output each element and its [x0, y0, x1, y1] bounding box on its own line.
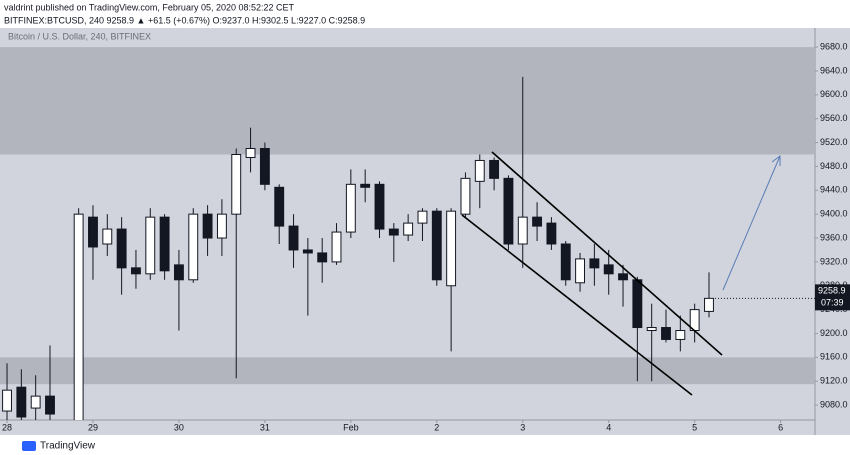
candle-body: [331, 231, 342, 263]
candle-body: [546, 222, 557, 245]
channel-line: [461, 214, 693, 396]
arrow: [722, 155, 781, 291]
candle-body: [259, 148, 270, 185]
candle-body: [532, 216, 543, 227]
candle-body: [446, 210, 457, 287]
candle-body: [589, 258, 600, 269]
x-tick-label: 4: [606, 422, 611, 432]
candle-body: [159, 216, 170, 272]
x-tick-label: 31: [260, 422, 270, 432]
y-tick-label: 9400.0: [820, 209, 848, 219]
zone: [0, 357, 815, 385]
y-tick-label: 9320.0: [820, 256, 848, 266]
y-tick-label: 9440.0: [820, 185, 848, 195]
y-tick-label: 9120.0: [820, 376, 848, 386]
candle-body: [575, 258, 585, 284]
y-tick-label: 9080.0: [820, 399, 848, 409]
candle-body: [403, 222, 414, 236]
symbol-legend: BITFINEX:BTCUSD, 240 9258.9 ▲ +61.5 (+0.…: [4, 15, 365, 25]
plot: [0, 47, 815, 420]
candle-body: [603, 264, 614, 275]
x-tick-label: 3: [520, 422, 525, 432]
candle-body: [274, 186, 285, 227]
byline: valdrint published on TradingView.com, F…: [4, 2, 295, 12]
candle-body: [345, 183, 356, 233]
y-tick-label: 9560.0: [820, 113, 848, 123]
y-tick-label: 9160.0: [820, 352, 848, 362]
candle-body: [88, 216, 98, 248]
candle-body: [675, 330, 686, 340]
candle-body: [202, 213, 213, 239]
x-tick-label: 28: [2, 422, 12, 432]
candle-body: [632, 279, 643, 329]
y-tick-label: 9200.0: [820, 328, 848, 338]
candle-body: [489, 159, 500, 179]
x-tick-label: 30: [174, 422, 184, 432]
y-tick-label: 9640.0: [820, 65, 848, 75]
candle-body: [460, 177, 471, 215]
price-axis: [815, 28, 850, 435]
y-tick-label: 9360.0: [820, 232, 848, 242]
candle-body: [16, 386, 27, 418]
x-tick-label: 6: [778, 422, 783, 432]
x-tick-label: 2: [434, 422, 439, 432]
candle-body: [116, 228, 127, 269]
candle-body: [2, 389, 12, 412]
candle-body: [474, 159, 485, 182]
channel-line: [491, 151, 723, 356]
watermark: Bitcoin / U.S. Dollar, 240, BITFINEX: [8, 31, 151, 41]
candle-body: [102, 228, 113, 245]
candle-body: [388, 228, 399, 236]
candle-body: [646, 327, 657, 332]
arrow-head: [771, 155, 781, 166]
candle-body: [417, 210, 428, 224]
candle-body: [431, 210, 442, 281]
x-tick-label: 29: [88, 422, 98, 432]
candle-body: [231, 153, 242, 215]
candle-body: [188, 213, 199, 281]
x-tick-label: Feb: [343, 422, 359, 432]
candle-body: [704, 297, 714, 312]
y-tick-label: 9680.0: [820, 41, 848, 51]
last-price-label: 9258.9: [818, 286, 846, 296]
candle-body: [173, 264, 184, 281]
y-tick-label: 9520.0: [820, 137, 848, 147]
candle-body: [30, 395, 41, 409]
time-axis: [0, 420, 815, 435]
candle-body: [145, 216, 156, 275]
candle-body: [374, 183, 385, 230]
footer-brand: TradingView: [40, 441, 96, 452]
brand-logo: [22, 441, 36, 451]
candle-body: [503, 177, 514, 245]
drawings: [461, 151, 781, 396]
candle-body: [302, 249, 313, 254]
candle-body: [661, 327, 671, 340]
candle-body: [131, 267, 141, 275]
candle-body: [73, 213, 84, 420]
zone: [0, 47, 815, 155]
x-tick-label: 5: [692, 422, 697, 432]
candle-body: [288, 225, 299, 251]
y-tick-label: 9600.0: [820, 89, 848, 99]
candle-body: [245, 148, 256, 158]
countdown: 07:39: [821, 298, 844, 308]
candle-body: [618, 273, 628, 281]
candle-body: [45, 395, 55, 415]
candle-body: [216, 213, 227, 239]
last-price-box: [815, 284, 850, 311]
candle-body: [360, 183, 371, 188]
y-tick-label: 9480.0: [820, 161, 848, 171]
candle-body: [560, 243, 571, 281]
candle-body: [317, 252, 328, 263]
candle-body: [517, 216, 528, 245]
